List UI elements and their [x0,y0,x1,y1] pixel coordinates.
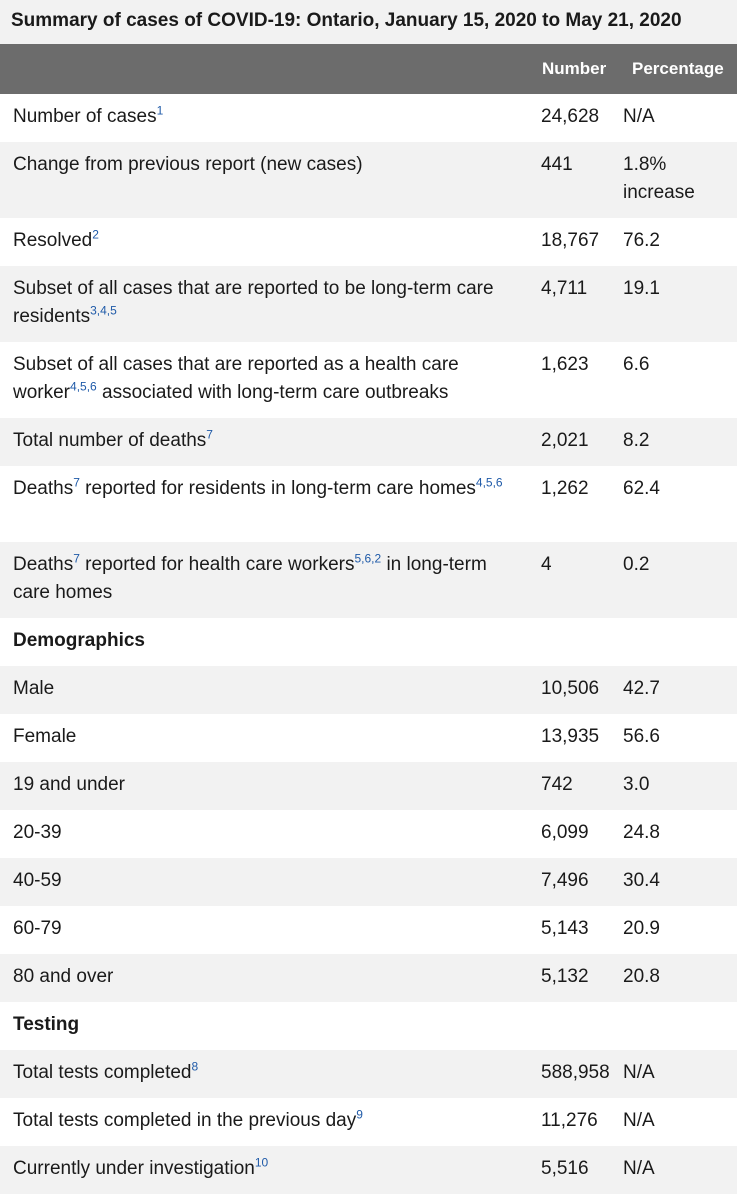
row-number: 441 [528,142,619,218]
covid-summary-table: Number Percentage Number of cases1 24,62… [0,44,737,1194]
row-percentage: N/A [619,94,737,142]
column-header-number: Number [528,44,619,94]
footnote-link[interactable]: 2 [92,227,99,242]
footnote-link[interactable]: 4,5,6 [70,379,97,394]
row-number: 1,623 [528,342,619,418]
footnote-link[interactable]: 9 [356,1107,363,1122]
row-percentage: 6.6 [619,342,737,418]
row-percentage: 8.2 [619,418,737,466]
table-row: Total number of deaths7 2,021 8.2 [0,418,737,466]
footnote-link[interactable]: 4,5,6 [475,475,503,490]
row-number: 24,628 [528,94,619,142]
row-label: 80 and over [0,954,528,1002]
row-percentage: N/A [619,1098,737,1146]
row-label: Total number of deaths7 [0,418,528,466]
row-label: Male [0,666,528,714]
row-percentage: N/A [619,1050,737,1098]
row-percentage: 20.9 [619,906,737,954]
table-row: Change from previous report (new cases) … [0,142,737,218]
row-percentage: 1.8% increase [619,142,737,218]
row-percentage: 3.0 [619,762,737,810]
row-label: Subset of all cases that are reported as… [0,342,528,418]
footnote-link[interactable]: 7 [73,551,80,566]
row-number: 11,276 [528,1098,619,1146]
table-row: 20-39 6,099 24.8 [0,810,737,858]
row-percentage: 19.1 [619,266,737,342]
row-percentage: 56.6 [619,714,737,762]
row-percentage: 42.7 [619,666,737,714]
section-row-testing: Testing [0,1002,737,1050]
row-number: 5,132 [528,954,619,1002]
column-header-percentage: Percentage [619,44,737,94]
table-row: Resolved2 18,767 76.2 [0,218,737,266]
row-label: Deaths7 reported for health care workers… [0,542,528,618]
row-percentage: N/A [619,1146,737,1194]
row-number: 1,262 [528,466,619,542]
row-percentage: 30.4 [619,858,737,906]
row-label: Deaths7 reported for residents in long-t… [0,466,528,542]
row-label: 60-79 [0,906,528,954]
row-number: 10,506 [528,666,619,714]
section-heading: Testing [0,1002,737,1050]
footnote-link[interactable]: 8 [191,1059,199,1074]
row-percentage: 76.2 [619,218,737,266]
row-label: 19 and under [0,762,528,810]
table-row: Total tests completed8 588,958 N/A [0,1050,737,1098]
table-row: Subset of all cases that are reported as… [0,342,737,418]
row-label: Currently under investigation10 [0,1146,528,1194]
row-number: 588,958 [528,1050,619,1098]
footnote-link[interactable]: 5,6,2 [354,551,382,566]
table-row: Female 13,935 56.6 [0,714,737,762]
row-number: 2,021 [528,418,619,466]
footnote-link[interactable]: 10 [254,1155,269,1170]
section-heading: Demographics [0,618,737,666]
table-row: Number of cases1 24,628 N/A [0,94,737,142]
row-number: 6,099 [528,810,619,858]
table-row: Currently under investigation10 5,516 N/… [0,1146,737,1194]
table-row: Subset of all cases that are reported to… [0,266,737,342]
row-label: Subset of all cases that are reported to… [0,266,528,342]
footnote-link[interactable]: 7 [206,427,213,442]
row-number: 7,496 [528,858,619,906]
table-row: 19 and under 742 3.0 [0,762,737,810]
row-number: 4 [528,542,619,618]
row-label: Female [0,714,528,762]
footnote-link[interactable]: 1 [156,103,164,118]
row-label: Change from previous report (new cases) [0,142,528,218]
row-label: Total tests completed8 [0,1050,528,1098]
row-percentage: 24.8 [619,810,737,858]
row-label: 40-59 [0,858,528,906]
row-number: 742 [528,762,619,810]
row-number: 5,143 [528,906,619,954]
table-row: 60-79 5,143 20.9 [0,906,737,954]
row-label: 20-39 [0,810,528,858]
footnote-link[interactable]: 3,4,5 [90,303,117,318]
row-number: 18,767 [528,218,619,266]
row-label: Total tests completed in the previous da… [0,1098,528,1146]
table-header-row: Number Percentage [0,44,737,94]
row-number: 13,935 [528,714,619,762]
table-row: 40-59 7,496 30.4 [0,858,737,906]
table-row: Total tests completed in the previous da… [0,1098,737,1146]
column-header-label [0,44,528,94]
footnote-link[interactable]: 7 [73,475,80,490]
row-percentage: 20.8 [619,954,737,1002]
table-row: Male 10,506 42.7 [0,666,737,714]
table-row: Deaths7 reported for health care workers… [0,542,737,618]
row-label: Resolved2 [0,218,528,266]
row-label: Number of cases1 [0,94,528,142]
table-row: 80 and over 5,132 20.8 [0,954,737,1002]
row-number: 5,516 [528,1146,619,1194]
row-percentage: 62.4 [619,466,737,542]
table-row: Deaths7 reported for residents in long-t… [0,466,737,542]
row-number: 4,711 [528,266,619,342]
section-row-demographics: Demographics [0,618,737,666]
table-caption: Summary of cases of COVID-19: Ontario, J… [0,0,737,44]
row-percentage: 0.2 [619,542,737,618]
